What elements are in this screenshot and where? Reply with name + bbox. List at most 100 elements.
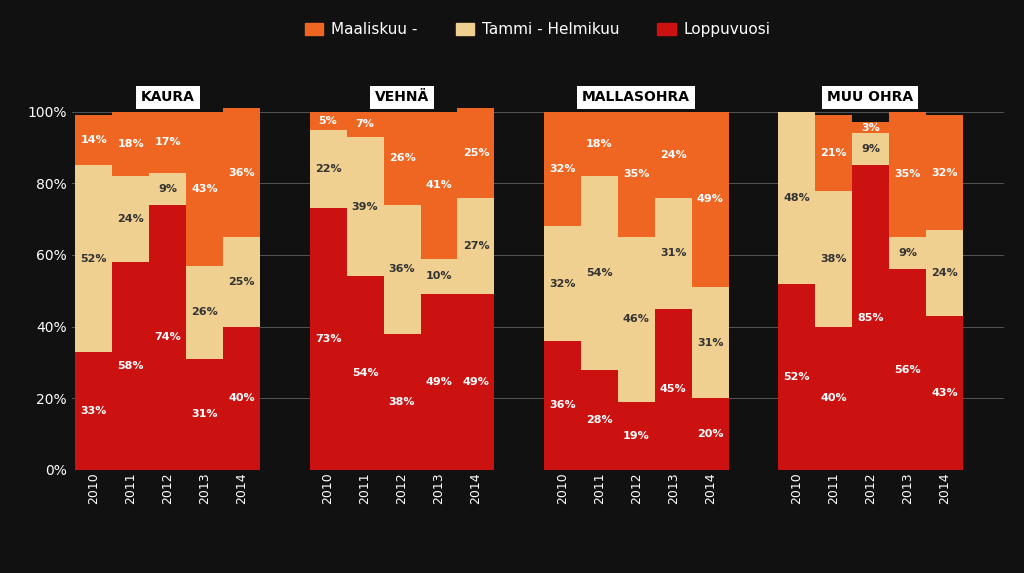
Text: 26%: 26% [191, 307, 218, 317]
Text: 49%: 49% [463, 377, 489, 387]
Bar [223, 237, 260, 327]
Text: 28%: 28% [586, 415, 612, 425]
Text: MALLASOHRA: MALLASOHRA [583, 91, 690, 104]
Bar [691, 398, 729, 470]
Bar [76, 352, 113, 470]
Bar [346, 277, 384, 470]
Text: 33%: 33% [81, 406, 108, 416]
Text: 46%: 46% [623, 315, 649, 324]
Text: 36%: 36% [389, 264, 416, 274]
Text: 21%: 21% [820, 148, 847, 158]
Bar [113, 112, 150, 176]
Bar [581, 112, 617, 176]
Text: 25%: 25% [463, 148, 489, 158]
Bar [384, 333, 421, 470]
Bar [852, 134, 889, 166]
Text: 35%: 35% [623, 170, 649, 179]
Bar [458, 295, 495, 470]
Bar [458, 198, 495, 295]
Text: 56%: 56% [894, 364, 921, 375]
Text: 18%: 18% [118, 139, 144, 149]
Text: 25%: 25% [228, 277, 255, 287]
Text: 54%: 54% [586, 268, 612, 278]
Bar [544, 341, 581, 470]
Bar [691, 112, 729, 287]
Text: 38%: 38% [820, 254, 847, 264]
Text: 26%: 26% [389, 154, 416, 163]
Text: 73%: 73% [314, 334, 341, 344]
Text: 20%: 20% [697, 429, 723, 439]
Bar [458, 108, 495, 198]
Text: 9%: 9% [159, 184, 177, 194]
Text: VEHNÄ: VEHNÄ [375, 91, 429, 104]
Text: MUU OHRA: MUU OHRA [827, 91, 913, 104]
Bar [852, 166, 889, 470]
Text: 19%: 19% [623, 431, 649, 441]
Bar [309, 129, 346, 209]
Text: 41%: 41% [426, 180, 453, 190]
Bar [778, 284, 815, 470]
Text: 49%: 49% [426, 377, 453, 387]
Text: 49%: 49% [696, 194, 724, 205]
Text: 27%: 27% [463, 241, 489, 251]
Bar [926, 316, 963, 470]
Bar [889, 237, 926, 269]
Text: 45%: 45% [659, 384, 686, 394]
Bar [617, 112, 654, 237]
Bar [815, 190, 852, 327]
Text: 85%: 85% [857, 313, 884, 323]
Bar [654, 309, 691, 470]
Text: 35%: 35% [894, 170, 921, 179]
Bar [581, 370, 617, 470]
Bar [76, 115, 113, 166]
Bar [852, 123, 889, 134]
Text: 31%: 31% [697, 337, 723, 348]
Text: 31%: 31% [659, 248, 686, 258]
Bar [815, 115, 852, 190]
Bar [309, 209, 346, 470]
Bar [778, 112, 815, 284]
Text: 22%: 22% [314, 164, 341, 174]
Bar [617, 402, 654, 470]
Text: 36%: 36% [549, 401, 575, 410]
Text: 38%: 38% [389, 397, 416, 407]
Bar [421, 112, 458, 258]
Text: 32%: 32% [549, 278, 575, 289]
Bar [223, 108, 260, 237]
Bar [113, 262, 150, 470]
Bar [654, 198, 691, 309]
Text: 58%: 58% [118, 361, 144, 371]
Bar [889, 269, 926, 470]
Text: 43%: 43% [191, 184, 218, 194]
Text: 17%: 17% [155, 137, 181, 147]
Bar [544, 112, 581, 226]
Text: 74%: 74% [155, 332, 181, 342]
Text: 31%: 31% [191, 409, 218, 419]
Bar [691, 287, 729, 398]
Text: 52%: 52% [81, 254, 108, 264]
Text: 39%: 39% [351, 202, 378, 211]
Text: 40%: 40% [228, 393, 255, 403]
Text: 24%: 24% [659, 150, 686, 160]
Bar [150, 112, 186, 172]
Bar [150, 172, 186, 205]
Bar [617, 237, 654, 402]
Text: KAURA: KAURA [141, 91, 195, 104]
Bar [346, 137, 384, 277]
Text: 24%: 24% [931, 268, 957, 278]
Bar [421, 295, 458, 470]
Bar [309, 112, 346, 129]
Bar [889, 112, 926, 237]
Text: 36%: 36% [228, 168, 255, 178]
Text: 3%: 3% [861, 123, 880, 133]
Bar [581, 176, 617, 370]
Bar [223, 327, 260, 470]
Text: 54%: 54% [351, 368, 378, 378]
Text: 5%: 5% [318, 116, 338, 125]
Bar [113, 176, 150, 262]
Text: 43%: 43% [931, 388, 957, 398]
Text: 48%: 48% [783, 193, 810, 203]
Bar [815, 327, 852, 470]
Legend: Maaliskuu -, Tammi - Helmikuu, Loppuvuosi: Maaliskuu -, Tammi - Helmikuu, Loppuvuos… [299, 16, 776, 44]
Text: 18%: 18% [586, 139, 612, 149]
